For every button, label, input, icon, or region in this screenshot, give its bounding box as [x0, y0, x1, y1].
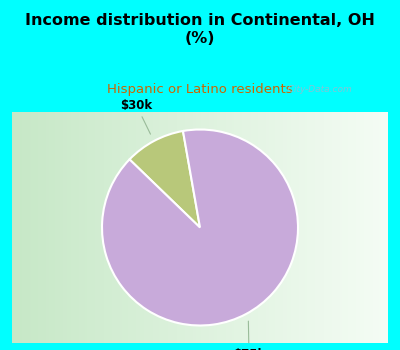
Wedge shape	[102, 130, 298, 326]
Text: City-Data.com: City-Data.com	[282, 85, 352, 94]
Wedge shape	[130, 131, 200, 228]
Text: Hispanic or Latino residents: Hispanic or Latino residents	[107, 83, 293, 96]
Text: $30k: $30k	[120, 98, 152, 134]
Text: Income distribution in Continental, OH
(%): Income distribution in Continental, OH (…	[25, 13, 375, 46]
Text: $75k: $75k	[233, 321, 265, 350]
